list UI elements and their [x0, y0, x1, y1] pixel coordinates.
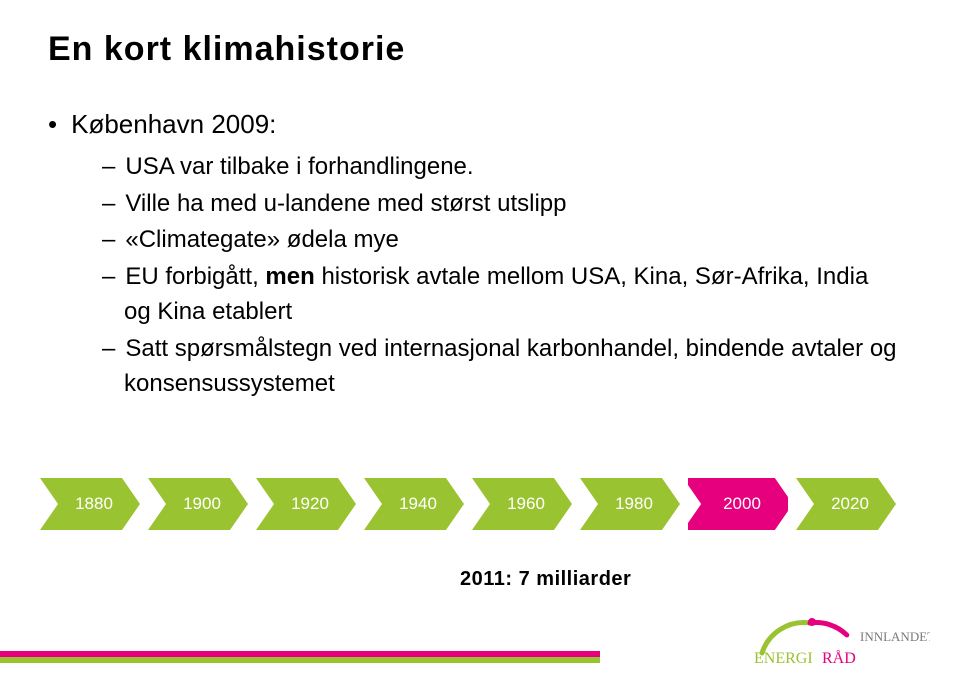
timeline: 18801900192019401960198020002020: [40, 478, 904, 530]
timeline-chevron: 1940: [364, 478, 464, 530]
timeline-label: 2020: [796, 478, 896, 530]
bullet-list: København 2009: USA var tilbake i forhan…: [48, 108, 898, 403]
timeline-chevron: 2020: [796, 478, 896, 530]
timeline-label: 1900: [148, 478, 248, 530]
sub-bullet: Ville ha med u-landene med størst utslip…: [102, 187, 898, 222]
sub-bullet: Satt spørsmålstegn ved internasjonal kar…: [102, 332, 898, 402]
timeline-chevron: 1920: [256, 478, 356, 530]
timeline-label: 1920: [256, 478, 356, 530]
footer-bar-green: [0, 657, 600, 663]
timeline-chevron: 1880: [40, 478, 140, 530]
bold-text: men: [265, 263, 314, 290]
footer-bar: [0, 651, 600, 663]
logo-mark-icon: [762, 618, 858, 653]
bullet-main: København 2009:: [48, 108, 898, 142]
timeline-label: 1960: [472, 478, 572, 530]
logo-text-energi: ENERGI: [754, 650, 813, 667]
slide: En kort klimahistorie København 2009: US…: [0, 0, 960, 681]
timeline-chevron: 1900: [148, 478, 248, 530]
timeline-caption: 2011: 7 milliarder: [460, 568, 631, 591]
timeline-label: 1980: [580, 478, 680, 530]
timeline-label: 1940: [364, 478, 464, 530]
brand-logo: ENERGI RÅD INNLANDET: [700, 611, 930, 667]
logo-text-innlandet: INNLANDET: [860, 629, 930, 644]
sub-bullet: USA var tilbake i forhandlingene.: [102, 150, 898, 185]
timeline-label: 1880: [40, 478, 140, 530]
timeline-chevron: 1960: [472, 478, 572, 530]
logo-text-rad: RÅD: [822, 649, 856, 667]
timeline-label: 2000: [688, 478, 788, 530]
sub-bullet: EU forbigått, men historisk avtale mello…: [102, 260, 898, 330]
slide-title: En kort klimahistorie: [48, 30, 405, 69]
timeline-chevron: 1980: [580, 478, 680, 530]
timeline-chevron: 2000: [688, 478, 788, 530]
sub-bullet: «Climategate» ødela mye: [102, 223, 898, 258]
